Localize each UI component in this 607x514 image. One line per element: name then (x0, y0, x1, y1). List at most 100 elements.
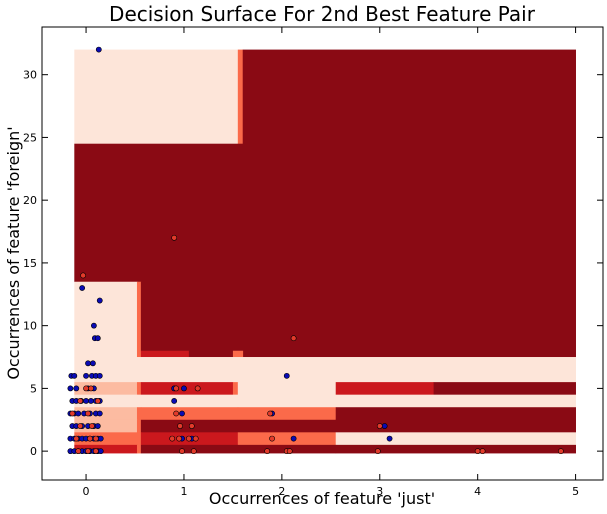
data-point-class-0 (79, 285, 86, 291)
data-point-class-1 (264, 448, 271, 455)
data-point-class-0 (96, 372, 103, 379)
data-point-class-1 (185, 435, 192, 442)
surface-cell (335, 432, 576, 446)
data-point-class-0 (171, 398, 178, 404)
data-point-class-1 (75, 448, 82, 455)
data-point-class-1 (179, 448, 185, 455)
data-point-class-0 (90, 322, 97, 329)
data-point-class-1 (558, 448, 564, 455)
data-point-class-1 (87, 435, 93, 442)
surface-cell (74, 419, 138, 433)
surface-cell (237, 407, 337, 421)
data-point-class-1 (171, 234, 178, 241)
data-point-class-1 (92, 435, 99, 442)
data-point-class-1 (69, 410, 76, 417)
surface-cell (136, 407, 142, 421)
data-point-class-1 (77, 423, 84, 429)
surface-cell (237, 382, 337, 396)
data-point-class-1 (474, 448, 481, 455)
surface-cell (237, 432, 337, 446)
data-points (67, 46, 564, 455)
data-point-class-0 (73, 385, 80, 392)
data-point-class-1 (88, 385, 94, 392)
surface-cell (188, 350, 234, 358)
surface-cell (74, 407, 138, 421)
surface-cell (136, 281, 142, 358)
data-point-class-1 (194, 385, 201, 392)
data-point-class-0 (386, 435, 393, 442)
y-tick-label: 5 (30, 382, 37, 395)
x-tick-label: 4 (474, 485, 481, 498)
surface-cell (74, 357, 576, 383)
x-tick-label: 3 (376, 485, 383, 498)
x-axis: 0 1 2 3 4 5 (83, 27, 579, 498)
surface-cell (140, 407, 239, 421)
surface-cell (433, 382, 576, 396)
data-point-class-1 (80, 272, 87, 279)
x-axis-label: Occurrences of feature 'just' (209, 489, 435, 508)
data-point-class-1 (374, 448, 381, 455)
data-point-class-0 (381, 423, 388, 429)
data-point-class-0 (94, 423, 101, 429)
surface-cell (136, 394, 576, 408)
data-point-class-1 (94, 398, 101, 404)
data-point-class-1 (77, 398, 84, 404)
surface-cell (335, 407, 576, 421)
y-axis: 0 5 10 15 20 25 30 (23, 69, 603, 458)
surface-cell (74, 281, 138, 358)
data-point-class-0 (75, 410, 82, 417)
data-point-class-0 (97, 435, 104, 442)
surface-cell (74, 444, 138, 454)
surface-cell (335, 382, 435, 396)
axes-frame (41, 26, 604, 481)
data-point-class-0 (83, 398, 89, 404)
data-point-class-0 (83, 372, 89, 379)
data-point-class-1 (267, 410, 274, 417)
surface-cell (335, 419, 576, 433)
surface-cell (140, 382, 234, 396)
surface-cell (140, 419, 337, 433)
data-point-class-0 (88, 398, 94, 404)
data-point-class-1 (269, 435, 275, 442)
y-tick-label: 30 (23, 69, 37, 82)
data-point-class-1 (286, 448, 293, 455)
surface-cell (74, 382, 138, 396)
data-point-class-1 (176, 435, 182, 442)
data-point-class-1 (376, 423, 383, 429)
decision-surface (74, 49, 576, 454)
y-tick-label: 15 (23, 257, 37, 270)
data-point-class-1 (92, 448, 99, 455)
surface-cell (140, 281, 244, 352)
data-point-class-1 (192, 435, 199, 442)
data-point-class-1 (177, 423, 183, 429)
data-point-class-0 (283, 372, 290, 379)
data-point-class-0 (95, 46, 102, 53)
x-tick-label: 5 (572, 485, 579, 498)
y-tick-label: 25 (23, 131, 37, 144)
data-point-class-0 (96, 297, 103, 304)
x-tick-label: 1 (180, 485, 187, 498)
y-tick-label: 20 (23, 194, 37, 207)
data-point-class-0 (67, 385, 74, 392)
surface-cell (242, 49, 576, 358)
surface-cell (140, 350, 190, 358)
surface-cell (136, 432, 142, 446)
chart-title: Decision Surface For 2nd Best Feature Pa… (109, 2, 536, 26)
surface-cell (74, 49, 239, 145)
data-point-class-1 (83, 385, 89, 392)
surface-cell (237, 49, 244, 145)
x-tick-label: 2 (278, 485, 285, 498)
data-point-class-0 (179, 410, 185, 417)
data-point-class-1 (85, 410, 91, 417)
data-point-class-1 (73, 435, 80, 442)
surface-cell (232, 350, 244, 358)
data-point-class-0 (96, 410, 103, 417)
surface-cell (136, 419, 142, 433)
data-point-class-0 (181, 385, 187, 392)
y-tick-label: 10 (23, 320, 37, 333)
data-point-class-1 (89, 423, 95, 429)
data-point-class-0 (85, 360, 91, 367)
surface-cell (74, 394, 138, 408)
surface-cell (74, 432, 138, 446)
